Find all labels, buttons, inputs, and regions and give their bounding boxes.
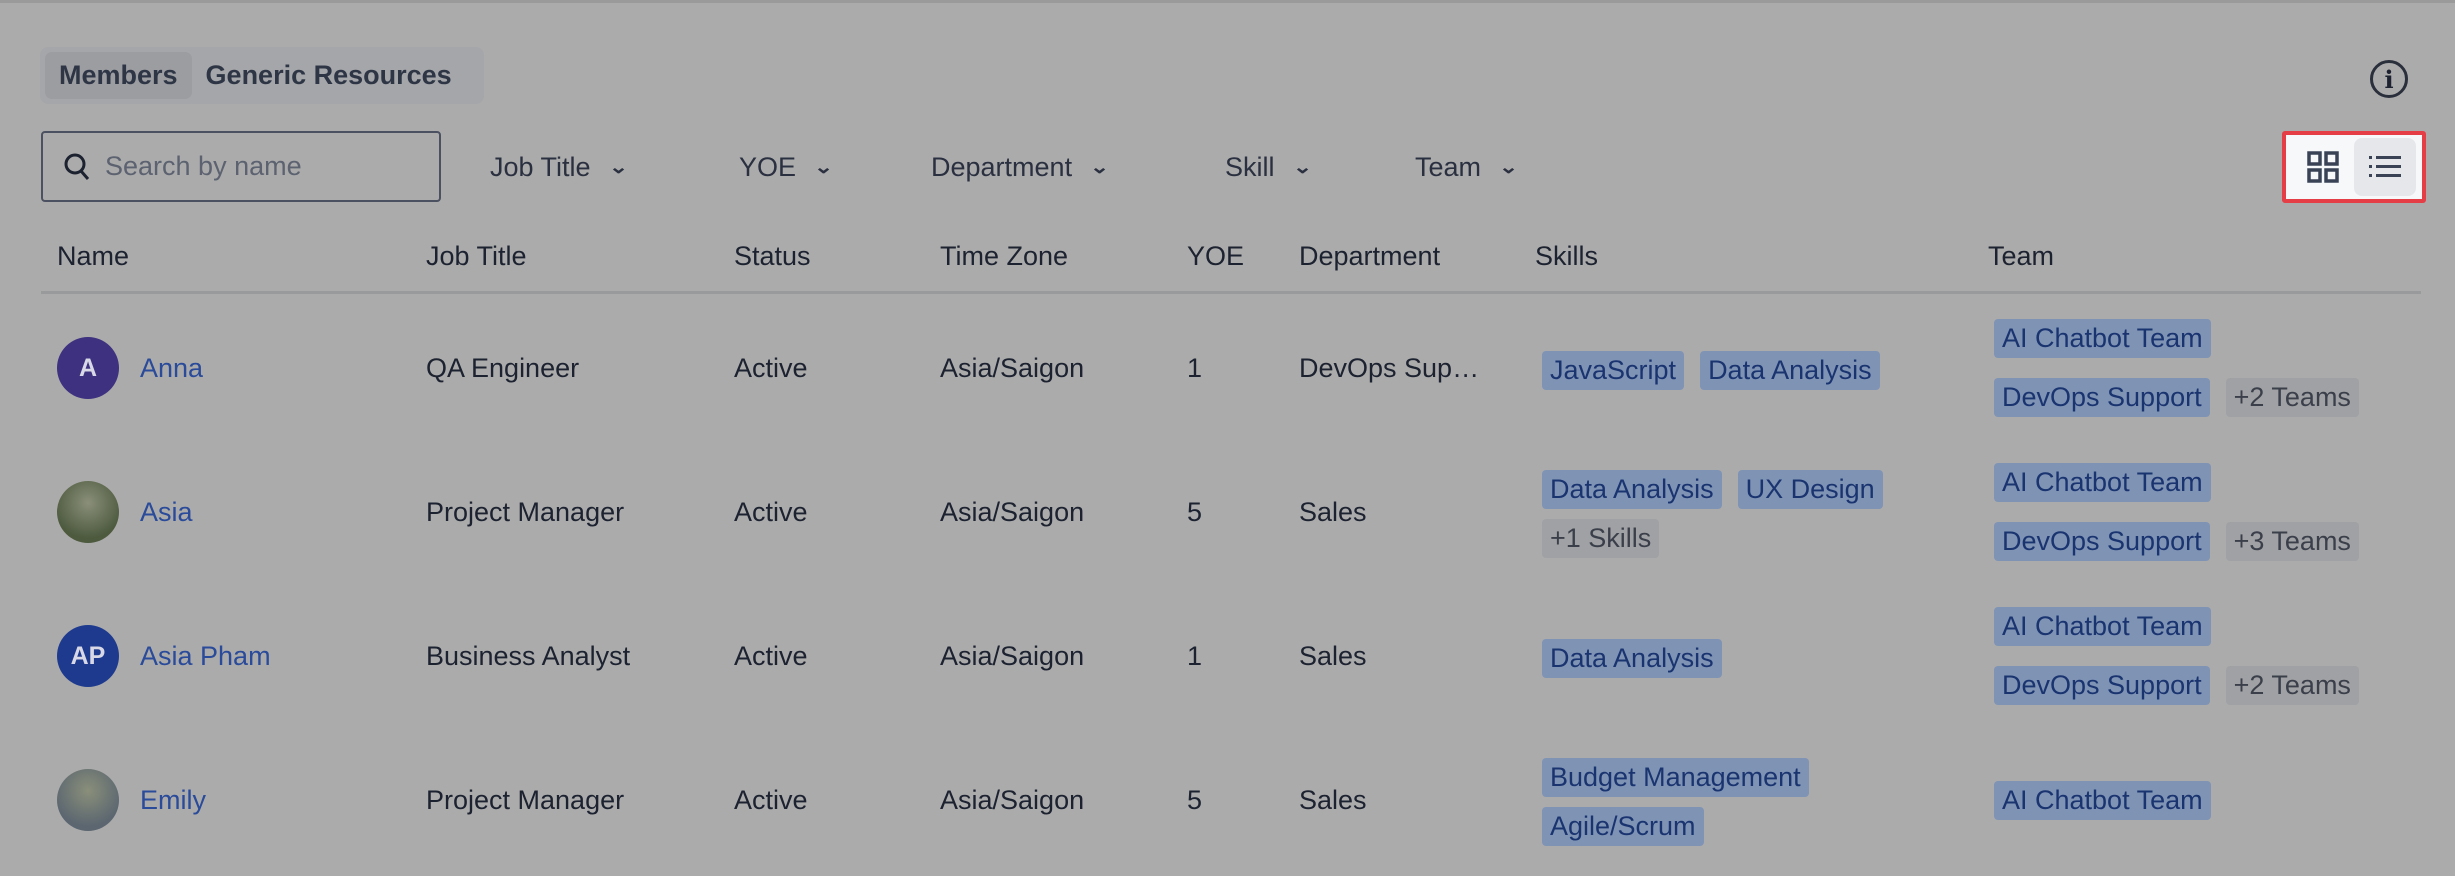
skills-cell: JavaScript Data Analysis — [1542, 296, 1942, 440]
member-name-link[interactable]: Asia Pham — [140, 640, 271, 671]
filter-label: Department — [931, 151, 1073, 182]
column-header-department[interactable]: Department — [1299, 241, 1441, 271]
filter-team[interactable]: Team ⌄ — [1415, 143, 1519, 191]
team-tag: AI Chatbot Team — [1994, 607, 2211, 646]
job-title: Project Manager — [426, 784, 625, 815]
info-icon[interactable]: i — [2370, 60, 2408, 98]
skill-tag: Agile/Scrum — [1542, 807, 1704, 846]
chevron-down-icon: ⌄ — [1498, 156, 1519, 177]
tab-generic-resources[interactable]: Generic Resources — [205, 60, 452, 90]
column-header-job-title[interactable]: Job Title — [426, 241, 527, 271]
skill-tag: Budget Management — [1542, 758, 1809, 797]
yoe: 1 — [1187, 640, 1203, 671]
team-tag: DevOps Support — [1994, 666, 2210, 705]
more-skills-badge[interactable]: +1 Skills — [1542, 519, 1660, 558]
time-zone: Asia/Saigon — [940, 496, 1085, 527]
header-divider — [41, 291, 2421, 294]
status: Active — [734, 640, 808, 671]
table-row[interactable]: Emily Project Manager Active Asia/Saigon… — [41, 728, 2421, 872]
team-tag: DevOps Support — [1994, 522, 2210, 561]
department: Sales — [1299, 640, 1367, 671]
filter-skill[interactable]: Skill ⌄ — [1225, 143, 1312, 191]
team-tag: AI Chatbot Team — [1994, 319, 2211, 358]
teams-cell: AI Chatbot Team — [1994, 728, 2414, 872]
more-teams-badge[interactable]: +2 Teams — [2225, 666, 2359, 705]
department: Sales — [1299, 784, 1367, 815]
column-header-yoe[interactable]: YOE — [1187, 241, 1245, 271]
team-tag: AI Chatbot Team — [1994, 463, 2211, 502]
more-teams-badge[interactable]: +2 Teams — [2225, 378, 2359, 417]
search-box — [41, 131, 441, 202]
department: Sales — [1299, 496, 1367, 527]
teams-cell: AI Chatbot Team DevOps Support +3 Teams — [1994, 440, 2414, 584]
member-name-link[interactable]: Anna — [140, 352, 204, 383]
member-name-link[interactable]: Emily — [140, 784, 206, 815]
list-view-button[interactable] — [2354, 138, 2416, 196]
avatar: AP — [57, 625, 119, 687]
time-zone: Asia/Saigon — [940, 640, 1085, 671]
search-input[interactable] — [105, 151, 425, 182]
yoe: 5 — [1187, 496, 1203, 527]
team-tag: DevOps Support — [1994, 378, 2210, 417]
grid-view-button[interactable] — [2292, 138, 2354, 196]
column-header-skills[interactable]: Skills — [1535, 241, 1599, 271]
column-header-name[interactable]: Name — [57, 241, 130, 271]
skill-tag: Data Analysis — [1542, 638, 1722, 678]
filter-label: Team — [1415, 151, 1482, 182]
table-row[interactable]: AP Asia Pham Business Analyst Active Asia… — [41, 584, 2421, 728]
status: Active — [734, 496, 808, 527]
yoe: 5 — [1187, 784, 1203, 815]
table-row[interactable]: A Anna QA Engineer Active Asia/Saigon 1 D… — [41, 296, 2421, 440]
filter-label: YOE — [739, 151, 797, 182]
department: DevOps Sup… — [1299, 352, 1480, 383]
skills-cell: Data Analysis — [1542, 584, 1942, 728]
job-title: Project Manager — [426, 496, 625, 527]
status: Active — [734, 352, 808, 383]
avatar — [57, 769, 119, 831]
list-icon — [2369, 156, 2401, 177]
chevron-down-icon: ⌄ — [813, 156, 834, 177]
yoe: 1 — [1187, 352, 1203, 383]
table-row[interactable]: Asia Project Manager Active Asia/Saigon … — [41, 440, 2421, 584]
chevron-down-icon: ⌄ — [1292, 156, 1312, 177]
chevron-down-icon: ⌄ — [608, 156, 628, 177]
time-zone: Asia/Saigon — [940, 352, 1085, 383]
status: Active — [734, 784, 808, 815]
tab-members[interactable]: Members — [45, 52, 192, 99]
skill-tag: Data Analysis — [1700, 350, 1880, 390]
filter-label: Job Title — [490, 151, 591, 182]
member-name-link[interactable]: Asia — [140, 496, 193, 527]
avatar: A — [57, 337, 119, 399]
teams-cell: AI Chatbot Team DevOps Support +2 Teams — [1994, 296, 2414, 440]
more-teams-badge[interactable]: +3 Teams — [2225, 522, 2359, 561]
skill-tag: UX Design — [1737, 470, 1883, 509]
column-header-team[interactable]: Team — [1988, 241, 2055, 271]
filter-label: Skill — [1225, 151, 1275, 182]
avatar — [57, 481, 119, 543]
skill-tag: JavaScript — [1542, 350, 1685, 390]
view-toggle — [2282, 131, 2426, 203]
grid-icon — [2307, 151, 2339, 183]
column-header-status[interactable]: Status — [734, 241, 811, 271]
skills-cell: Data Analysis UX Design +1 Skills — [1542, 440, 1942, 584]
time-zone: Asia/Saigon — [940, 784, 1085, 815]
skills-cell: Budget Management Agile/Scrum — [1542, 728, 1942, 872]
job-title: QA Engineer — [426, 352, 580, 383]
filter-job-title[interactable]: Job Title ⌄ — [490, 143, 628, 191]
search-icon — [64, 153, 90, 180]
team-tag: AI Chatbot Team — [1994, 780, 2211, 820]
filter-department[interactable]: Department ⌄ — [931, 143, 1110, 191]
resource-tabs: Members Generic Resources — [40, 47, 484, 104]
skill-tag: Data Analysis — [1542, 470, 1722, 509]
filter-yoe[interactable]: YOE ⌄ — [739, 143, 834, 191]
chevron-down-icon: ⌄ — [1089, 156, 1110, 177]
job-title: Business Analyst — [426, 640, 631, 671]
teams-cell: AI Chatbot Team DevOps Support +2 Teams — [1994, 584, 2414, 728]
column-header-time-zone[interactable]: Time Zone — [940, 241, 1069, 271]
